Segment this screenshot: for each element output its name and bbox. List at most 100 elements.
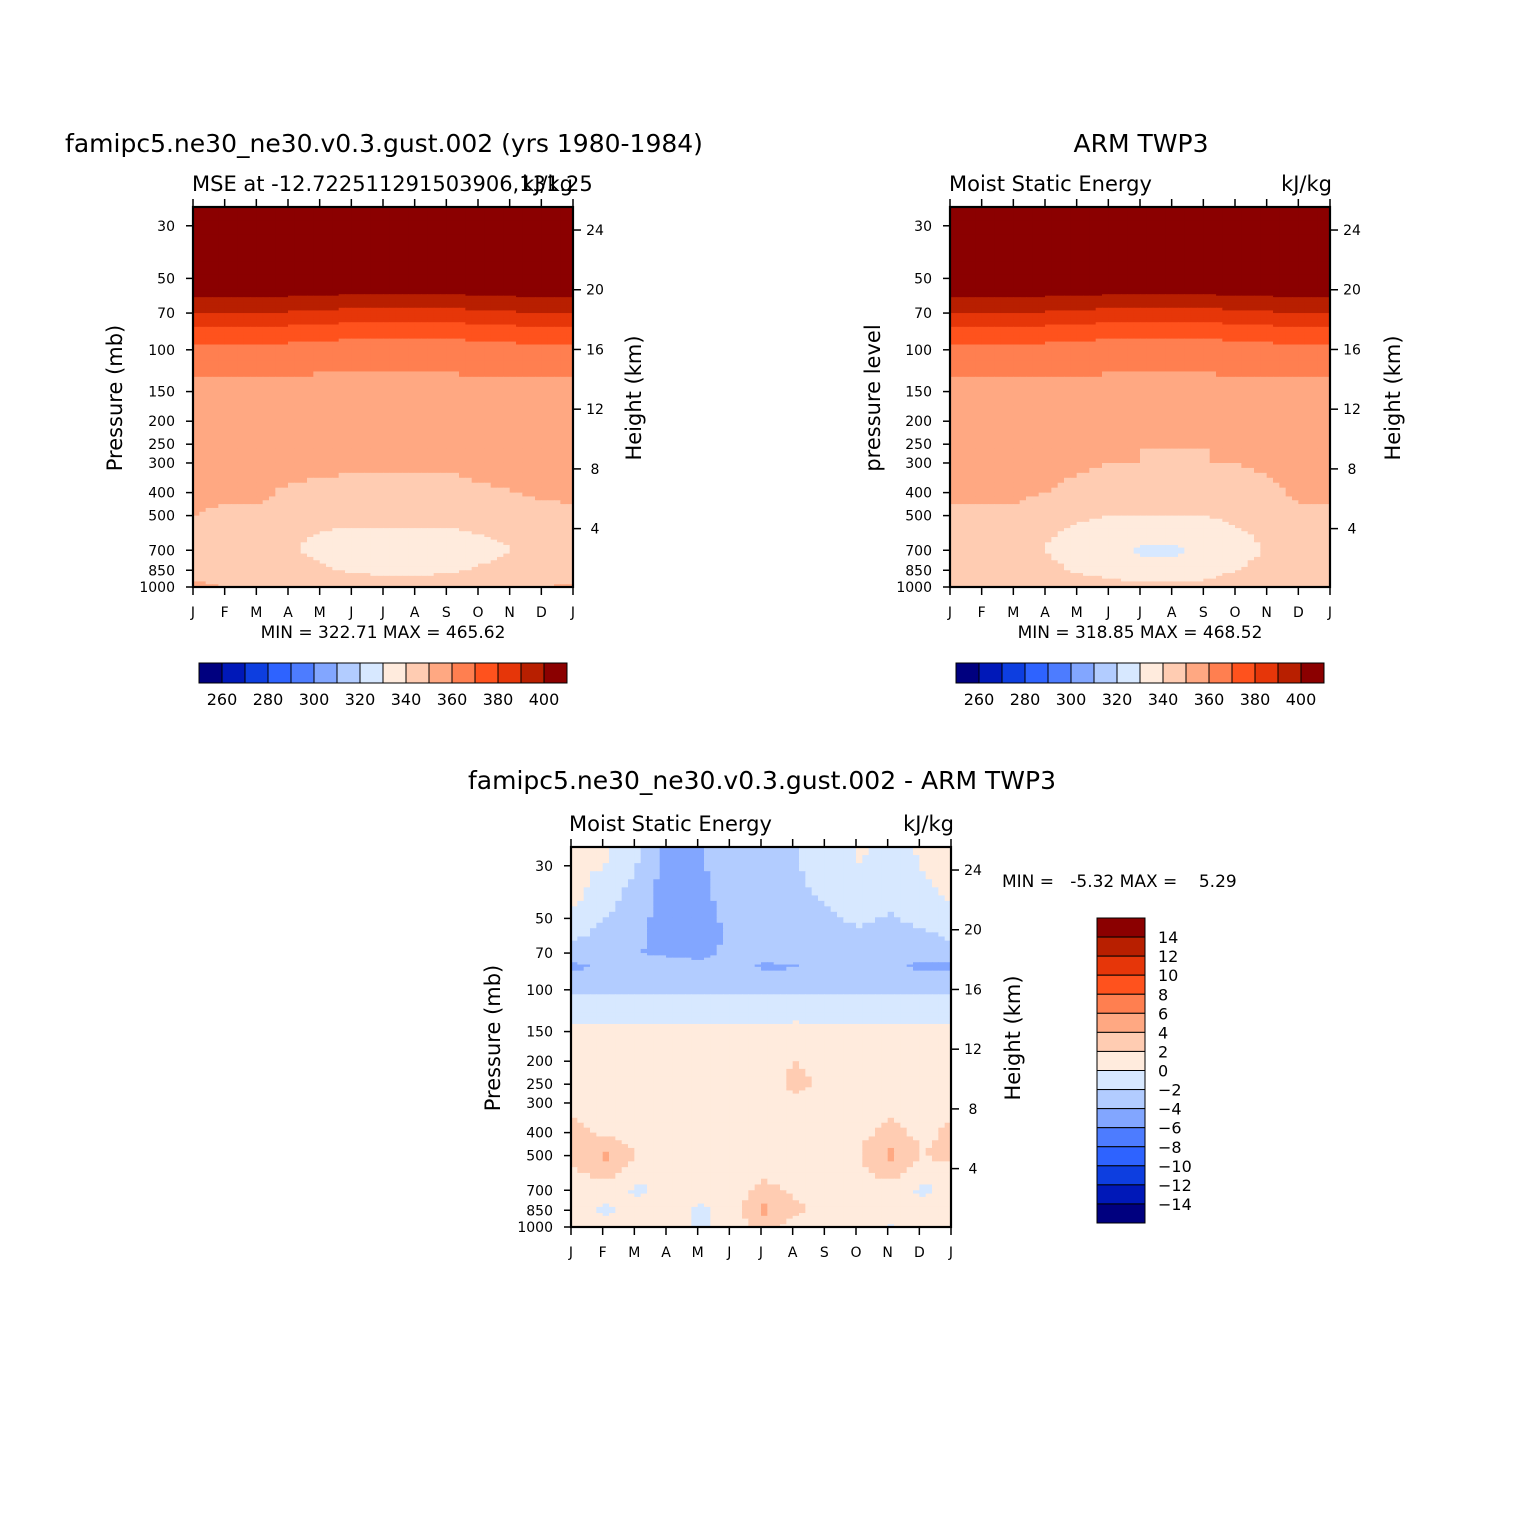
field-cell — [421, 463, 428, 469]
field-cell — [472, 468, 479, 474]
field-cell — [1032, 248, 1039, 262]
field-cell — [307, 366, 314, 372]
field-cell — [307, 508, 314, 512]
field-cell — [218, 275, 225, 289]
field-cell — [510, 512, 517, 516]
field-cell — [345, 468, 352, 474]
field-cell — [427, 420, 434, 435]
field-cell — [427, 234, 434, 248]
field-cell — [199, 234, 206, 248]
field-cell — [415, 261, 422, 275]
field-cell — [465, 406, 472, 421]
field-cell — [199, 473, 206, 479]
field-cell — [383, 221, 390, 235]
field-cell — [1159, 234, 1166, 248]
field-cell — [237, 275, 244, 289]
field-cell — [1216, 221, 1223, 235]
field-cell — [503, 463, 510, 469]
field-cell — [231, 434, 238, 449]
field-cell — [351, 420, 358, 435]
field-cell — [269, 234, 276, 248]
field-cell — [351, 468, 358, 474]
field-cell — [269, 345, 276, 351]
field-cell — [345, 478, 352, 484]
field-cell — [522, 488, 529, 494]
field-cell — [472, 234, 479, 248]
field-cell — [263, 483, 270, 489]
field-cell — [389, 496, 396, 500]
field-cell — [358, 504, 365, 508]
field-cell — [453, 391, 460, 406]
field-cell — [237, 493, 244, 497]
field-cell — [231, 488, 238, 494]
field-cell — [345, 391, 352, 406]
field-cell — [1254, 207, 1261, 221]
field-cell — [1260, 221, 1267, 235]
field-cell — [250, 493, 257, 497]
field-cell — [370, 504, 377, 508]
field-cell — [218, 449, 225, 464]
field-cell — [503, 406, 510, 421]
field-cell — [294, 420, 301, 435]
field-cell — [275, 508, 282, 512]
field-cell — [497, 468, 504, 474]
field-cell — [294, 248, 301, 262]
field-cell — [554, 391, 561, 406]
field-cell — [491, 361, 498, 367]
field-cell — [1134, 221, 1141, 235]
field-cell — [446, 248, 453, 262]
field-cell — [237, 449, 244, 464]
field-cell — [484, 500, 491, 504]
field-cell — [434, 496, 441, 500]
field-cell — [491, 468, 498, 474]
field-cell — [326, 355, 333, 361]
field-cell — [206, 248, 213, 262]
field-cell — [1203, 221, 1210, 235]
y-tick-label: 250 — [148, 437, 175, 453]
field-cell — [275, 496, 282, 500]
field-cell — [541, 434, 548, 449]
field-cell — [440, 371, 447, 377]
field-cell — [478, 512, 485, 516]
field-cell — [370, 434, 377, 449]
field-cell — [237, 508, 244, 512]
field-cell — [1165, 207, 1172, 221]
field-cell — [453, 483, 460, 489]
field-cell — [434, 478, 441, 484]
field-cell — [541, 406, 548, 421]
field-cell — [320, 504, 327, 508]
field-cell — [440, 221, 447, 235]
field-cell — [554, 496, 561, 500]
field-cell — [434, 275, 441, 289]
field-cell — [396, 361, 403, 367]
field-cell — [491, 391, 498, 406]
field-cell — [529, 478, 536, 484]
field-cell — [332, 463, 339, 469]
field-cell — [427, 434, 434, 449]
field-cell — [206, 221, 213, 235]
field-cell — [472, 207, 479, 221]
field-cell — [244, 434, 251, 449]
field-cell — [256, 473, 263, 479]
field-cell — [307, 275, 314, 289]
field-cell — [402, 275, 409, 289]
field-cell — [497, 207, 504, 221]
field-cell — [364, 345, 371, 351]
field-cell — [320, 496, 327, 500]
field-cell — [434, 434, 441, 449]
field-cell — [320, 493, 327, 497]
field-cell — [326, 420, 333, 435]
field-cell — [994, 221, 1001, 235]
field-cell — [459, 500, 466, 504]
field-cell — [301, 350, 308, 356]
field-cell — [370, 361, 377, 367]
field-cell — [320, 261, 327, 275]
field-cell — [453, 366, 460, 372]
field-cell — [313, 493, 320, 497]
field-cell — [206, 275, 213, 289]
field-cell — [1197, 221, 1204, 235]
field-cell — [307, 468, 314, 474]
field-cell — [472, 361, 479, 367]
field-cell — [307, 449, 314, 464]
